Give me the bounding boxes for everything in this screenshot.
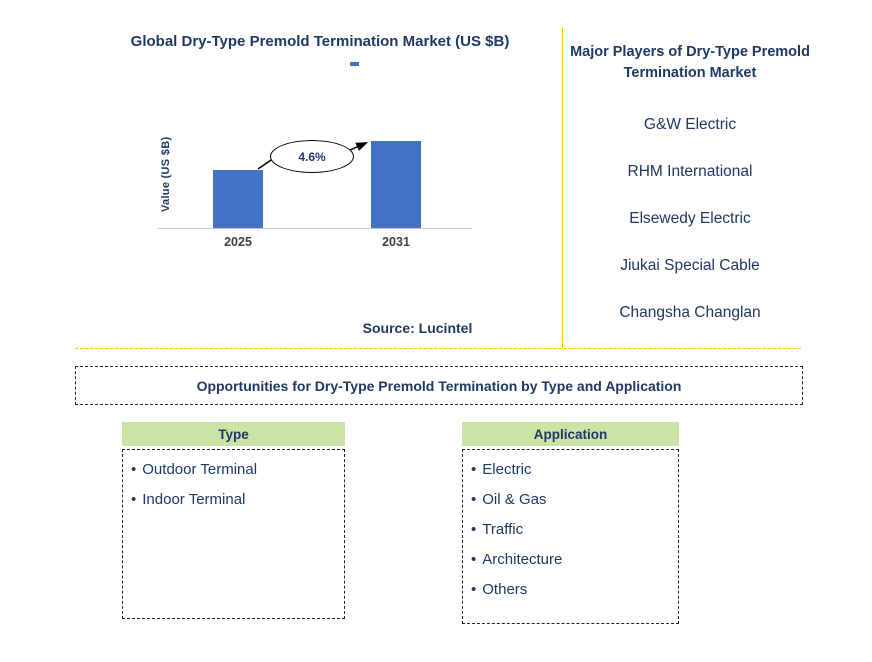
bar-2025 bbox=[213, 170, 263, 228]
list-item: Indoor Terminal bbox=[131, 485, 336, 515]
players-title: Major Players of Dry-Type Premold Termin… bbox=[570, 44, 810, 82]
type-column-list: Outdoor Terminal Indoor Terminal bbox=[122, 449, 345, 619]
application-column-header: Application bbox=[462, 422, 679, 446]
list-item: Traffic bbox=[471, 515, 670, 545]
players-list: G&W Electric RHM International Elsewedy … bbox=[570, 114, 810, 323]
list-item: Electric bbox=[471, 455, 670, 485]
application-column-list: Electric Oil & Gas Traffic Architecture … bbox=[462, 449, 679, 624]
legend-marker-icon bbox=[350, 62, 359, 66]
player-name: Changsha Changlan bbox=[619, 304, 761, 321]
list-item: Outdoor Terminal bbox=[131, 455, 336, 485]
list-item: Others bbox=[471, 575, 670, 605]
x-tick-label-2025: 2025 bbox=[224, 235, 252, 249]
x-axis-line bbox=[158, 228, 472, 229]
bar-2031 bbox=[371, 141, 421, 228]
player-name: G&W Electric bbox=[643, 116, 737, 133]
cagr-value: 4.6% bbox=[298, 149, 326, 164]
player-name: Elsewedy Electric bbox=[629, 210, 751, 227]
cagr-oval-badge: 4.6% bbox=[270, 140, 354, 173]
vertical-divider bbox=[562, 28, 563, 348]
bar-chart-plot: 4.6% bbox=[158, 100, 472, 229]
type-column-header: Type bbox=[122, 422, 345, 446]
player-name: RHM International bbox=[627, 163, 753, 180]
list-item: Oil & Gas bbox=[471, 485, 670, 515]
horizontal-divider bbox=[75, 348, 801, 349]
player-name: Jiukai Special Cable bbox=[620, 257, 760, 274]
x-tick-label-2031: 2031 bbox=[382, 235, 410, 249]
chart-title: Global Dry-Type Premold Termination Mark… bbox=[130, 33, 510, 50]
source-note: Source: Lucintel bbox=[362, 320, 473, 336]
opportunities-banner: Opportunities for Dry-Type Premold Termi… bbox=[75, 366, 803, 405]
list-item: Architecture bbox=[471, 545, 670, 575]
opportunities-title: Opportunities for Dry-Type Premold Termi… bbox=[196, 377, 682, 394]
